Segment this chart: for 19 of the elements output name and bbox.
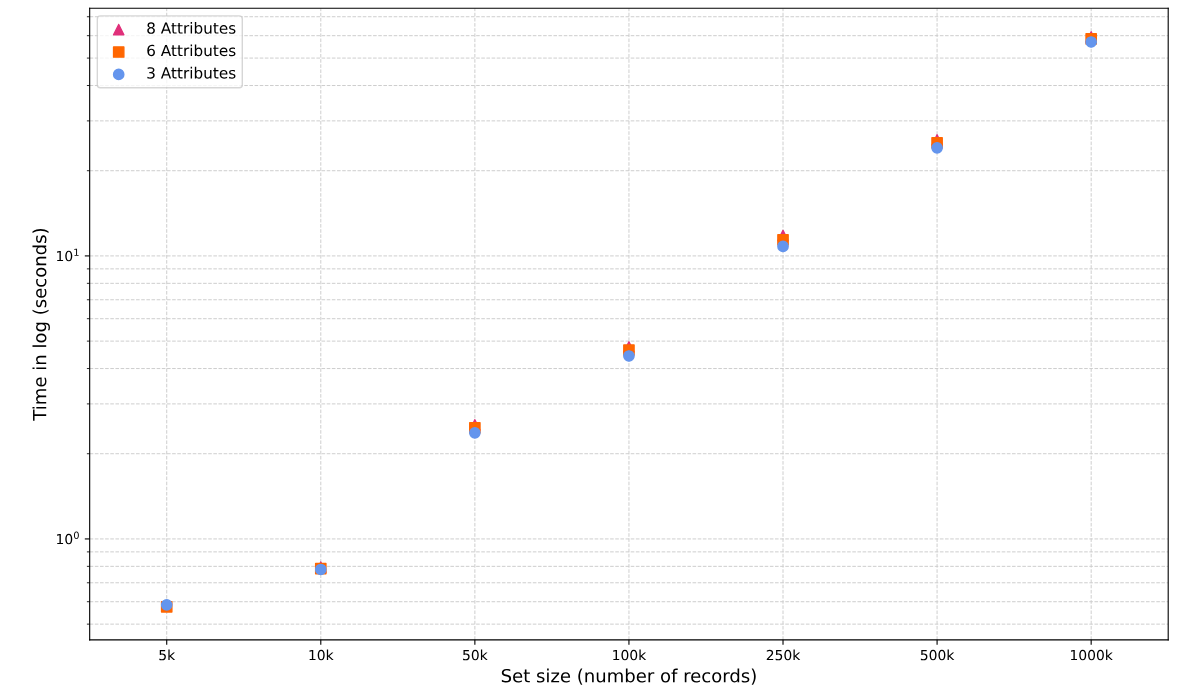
- x-tick-label: 500k: [920, 649, 955, 661]
- x-tick-label: 50k: [463, 649, 488, 661]
- point: [623, 350, 635, 362]
- y-tick-label: 10$^{0}$: [57, 531, 79, 545]
- x-tick-label: 10k: [309, 649, 334, 661]
- x-tick-label: 100k: [613, 649, 647, 661]
- legend-label: 8 Attributes: [147, 22, 236, 34]
- point: [469, 427, 481, 439]
- y-tick-label: 10$^{1}$: [57, 248, 79, 262]
- legend-label: 6 Attributes: [147, 44, 236, 57]
- point: [931, 141, 943, 154]
- legend-label: 3 Attributes: [147, 66, 236, 79]
- x-tick-label: 250k: [766, 649, 801, 661]
- y-axis-title: Time in log (seconds): [32, 228, 50, 421]
- x-axis-title: Set size (number of records): [501, 668, 756, 685]
- point: [777, 240, 789, 253]
- x-tick-label: 5k: [159, 649, 176, 661]
- point: [1085, 36, 1098, 48]
- x-tick-label: 1000k: [1070, 649, 1113, 661]
